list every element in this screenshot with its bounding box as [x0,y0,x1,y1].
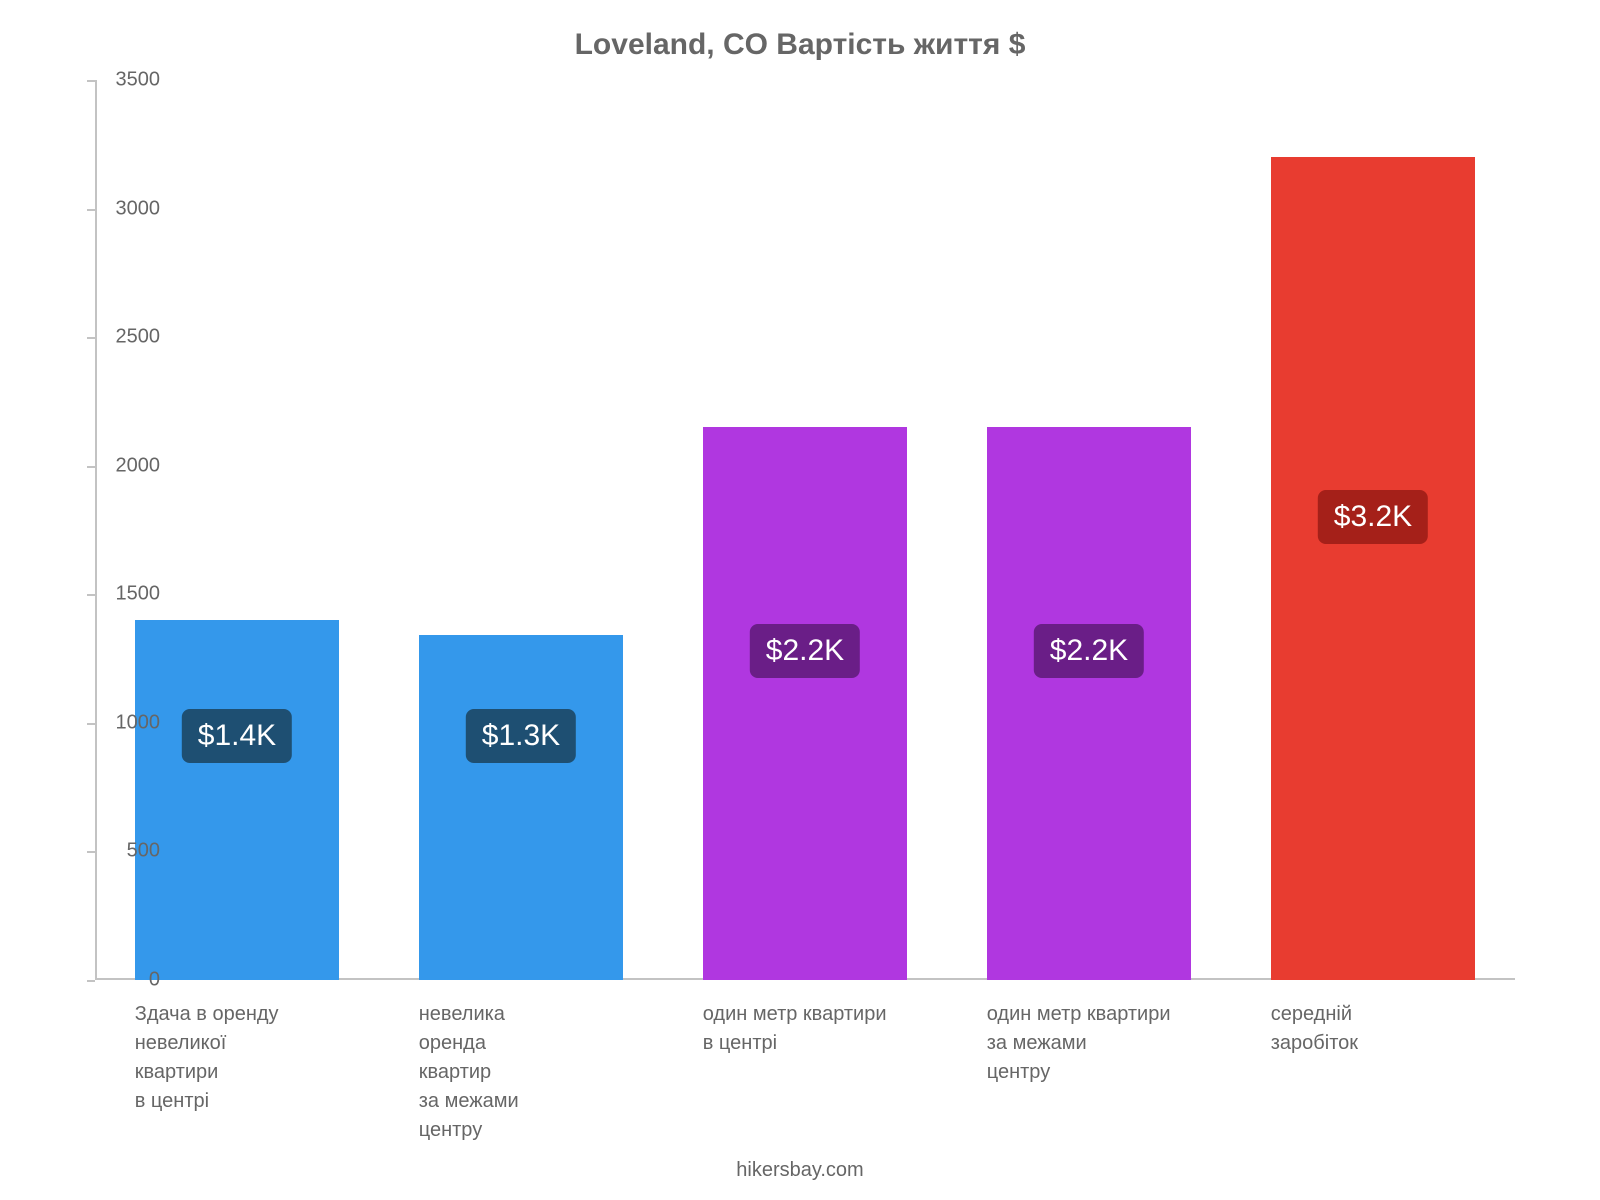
x-category-label: невеликаорендаквартирза межамицентру [419,1000,653,1145]
chart-title: Loveland, CO Вартість життя $ [0,28,1600,62]
bar-value-label: $3.2K [1318,490,1428,544]
y-tick-mark [87,209,95,211]
y-tick-mark [87,851,95,853]
y-tick-label: 2500 [100,326,160,349]
y-tick-mark [87,337,95,339]
bar [419,635,623,980]
y-tick-label: 2000 [100,454,160,477]
x-category-label: один метр квартирив центрі [703,1000,937,1058]
y-tick-label: 500 [100,840,160,863]
bar [987,427,1191,980]
y-tick-label: 1500 [100,583,160,606]
bar-value-label: $2.2K [1034,624,1144,678]
plot-area: $1.4K $1.3K $2.2K $2.2K $3.2K [95,80,1515,980]
y-tick-label: 1000 [100,711,160,734]
bar-value-label: $1.4K [182,709,292,763]
attribution-text: hikersbay.com [0,1159,1600,1182]
y-tick-mark [87,80,95,82]
x-category-label: Здача в орендуневеликоїквартирив центрі [135,1000,369,1116]
bar-value-label: $1.3K [466,709,576,763]
y-axis-line [95,80,97,980]
bar-value-label: $2.2K [750,624,860,678]
bar [135,620,339,980]
y-tick-mark [87,594,95,596]
x-category-label: один метр квартириза межамицентру [987,1000,1221,1087]
y-tick-mark [87,980,95,982]
y-tick-label: 3500 [100,69,160,92]
y-tick-label: 0 [100,969,160,992]
y-tick-label: 3000 [100,197,160,220]
y-tick-mark [87,723,95,725]
bar [703,427,907,980]
chart-container: Loveland, CO Вартість життя $ $1.4K $1.3K… [0,0,1600,1200]
x-category-label: середнійзаробіток [1271,1000,1505,1058]
y-tick-mark [87,466,95,468]
bar [1271,157,1475,980]
